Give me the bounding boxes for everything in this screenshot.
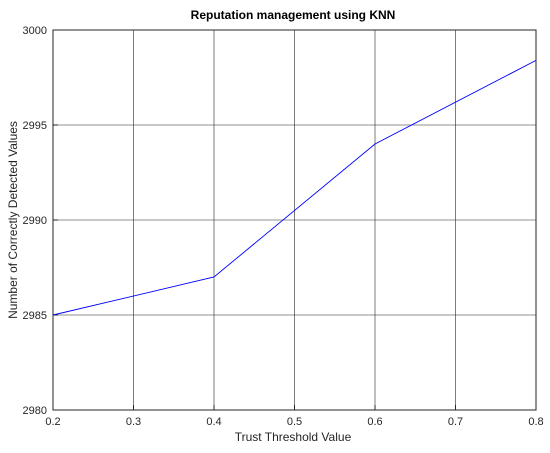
series-line-0 <box>52 60 537 316</box>
y-tick-label: 2995 <box>23 120 47 132</box>
x-axis-label: Trust Threshold Value <box>235 430 352 444</box>
x-tick-label: 0.3 <box>126 416 141 428</box>
grid <box>52 29 537 411</box>
x-tick-label: 0.6 <box>367 416 382 428</box>
series-layer <box>52 60 537 316</box>
x-tick-label: 0.5 <box>287 416 302 428</box>
x-tick-label: 0.4 <box>206 416 221 428</box>
x-axis-ticks: 0.2 0.3 0.4 0.5 0.6 0.7 0.8 <box>45 405 544 428</box>
y-tick-label: 2980 <box>23 405 47 417</box>
y-tick-label: 3000 <box>23 25 47 37</box>
chart-title: Reputation management using KNN <box>191 8 396 22</box>
y-axis-label: Number of Correctly Detected Values <box>6 121 20 319</box>
y-tick-label: 2990 <box>23 215 47 227</box>
x-tick-label: 0.2 <box>45 416 60 428</box>
y-tick-label: 2985 <box>23 310 47 322</box>
x-tick-label: 0.7 <box>448 416 463 428</box>
y-axis-ticks: 2980 2985 2990 2995 3000 <box>23 25 58 417</box>
x-tick-label: 0.8 <box>528 416 543 428</box>
